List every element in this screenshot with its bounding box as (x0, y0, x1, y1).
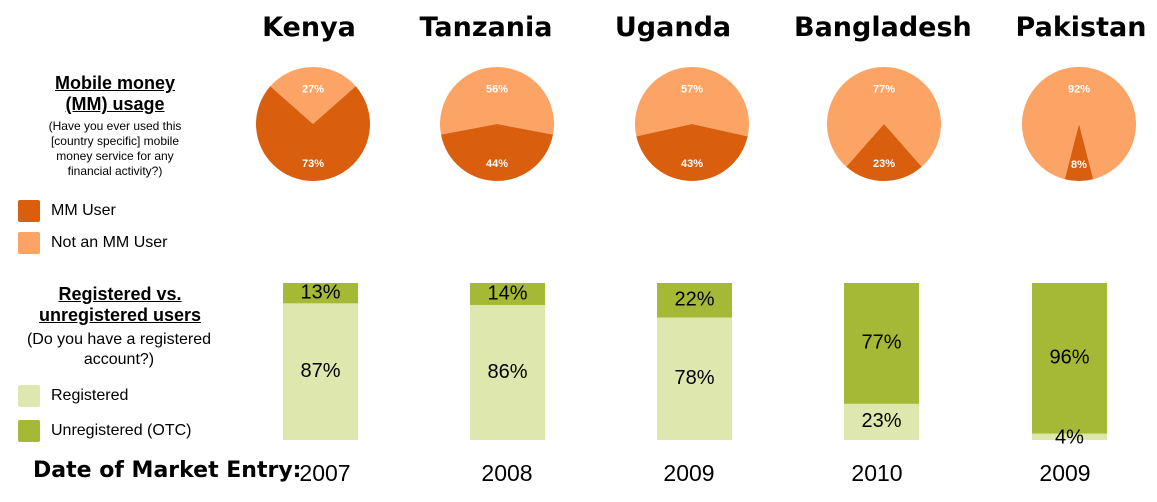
usage-section-subtitle: (Have you ever used this [country specif… (48, 119, 182, 178)
legend-item-mm-user: MM User (18, 198, 116, 224)
registered-section-title: Registered vs. unregistered users (38, 284, 202, 325)
pie-slice-mm-user-bangladesh (846, 124, 922, 181)
bar-label-registered-tanzania: 86% (487, 361, 527, 383)
date-of-market-entry-label: Date of Market Entry: (33, 458, 302, 483)
market-entry-year-tanzania: 2008 (481, 460, 533, 486)
legend-item-not-mm-user: Not an MM User (18, 230, 167, 256)
bar-segment-registered-bangladesh (844, 403, 919, 440)
bar-label-unregistered-kenya: 13% (300, 281, 340, 303)
country-header-pakistan: Pakistan (1015, 12, 1147, 43)
legend-swatch-not-mm-user (18, 232, 40, 254)
bar-segment-unregistered-tanzania (470, 283, 545, 305)
legend-label-not-mm-user: Not an MM User (51, 234, 168, 251)
pie-label-mm-user-tanzania: 44% (486, 158, 508, 170)
market-entry-year-kenya: 2007 (299, 460, 351, 486)
bar-label-unregistered-pakistan: 96% (1049, 347, 1089, 369)
bar-label-registered-uganda: 78% (674, 367, 714, 389)
pie-slice-not-mm-user-uganda (635, 67, 749, 137)
pie-label-not-mm-user-bangladesh: 77% (873, 84, 895, 96)
bar-label-unregistered-uganda: 22% (674, 289, 714, 311)
pie-slice-mm-user-uganda (636, 124, 748, 182)
market-entry-year-bangladesh: 2010 (851, 460, 903, 486)
bar-label-registered-pakistan: 4% (1055, 426, 1084, 448)
bar-label-unregistered-bangladesh: 77% (861, 332, 901, 354)
pie-label-mm-user-pakistan: 8% (1071, 159, 1087, 171)
pie-label-mm-user-bangladesh: 23% (873, 158, 895, 170)
pie-slice-not-mm-user-kenya (270, 67, 356, 124)
pie-slice-mm-user-kenya (255, 86, 370, 182)
pie-label-not-mm-user-uganda: 57% (681, 84, 703, 96)
pie-label-not-mm-user-pakistan: 92% (1068, 84, 1090, 96)
pie-slice-not-mm-user-pakistan (1022, 66, 1136, 180)
bar-segment-registered-pakistan (1032, 433, 1107, 440)
pie-label-not-mm-user-kenya: 27% (302, 84, 324, 96)
pie-label-not-mm-user-tanzania: 56% (486, 84, 508, 96)
pie-slice-mm-user-tanzania (441, 124, 553, 181)
market-entry-year-pakistan: 2009 (1039, 460, 1091, 486)
legend-label-unregistered: Unregistered (OTC) (51, 422, 192, 439)
pie-slice-mm-user-pakistan (1064, 124, 1094, 181)
market-entry-year-uganda: 2009 (663, 460, 715, 486)
bar-segment-registered-kenya (283, 303, 358, 440)
bar-label-unregistered-tanzania: 14% (487, 282, 527, 304)
country-header-bangladesh: Bangladesh (794, 12, 972, 43)
registered-section-subtitle: (Do you have a registered account?) (26, 331, 212, 368)
bar-segment-unregistered-kenya (283, 283, 358, 304)
bar-segment-registered-uganda (657, 317, 732, 440)
country-header-tanzania: Tanzania (419, 12, 553, 43)
bar-label-registered-kenya: 87% (300, 360, 340, 382)
legend-item-registered: Registered (18, 383, 128, 409)
bar-segment-unregistered-pakistan (1032, 283, 1107, 434)
country-header-uganda: Uganda (614, 12, 732, 43)
bar-segment-unregistered-bangladesh (844, 283, 919, 404)
pie-label-mm-user-uganda: 43% (681, 158, 703, 170)
legend-label-registered: Registered (51, 387, 129, 404)
legend-swatch-registered (18, 385, 40, 407)
bar-segment-unregistered-uganda (657, 283, 732, 318)
legend-swatch-mm-user (18, 200, 40, 222)
legend-label-mm-user: MM User (51, 202, 116, 219)
legend-swatch-unregistered (18, 420, 40, 442)
country-header-kenya: Kenya (262, 12, 356, 43)
pie-label-mm-user-kenya: 73% (302, 158, 324, 170)
bar-segment-registered-tanzania (470, 304, 545, 440)
usage-section-title: Mobile money (MM) usage (54, 73, 175, 114)
bar-label-registered-bangladesh: 23% (861, 410, 901, 432)
pie-slice-not-mm-user-bangladesh (826, 66, 941, 167)
legend-item-unregistered: Unregistered (OTC) (18, 418, 191, 444)
pie-slice-not-mm-user-tanzania (439, 66, 554, 135)
